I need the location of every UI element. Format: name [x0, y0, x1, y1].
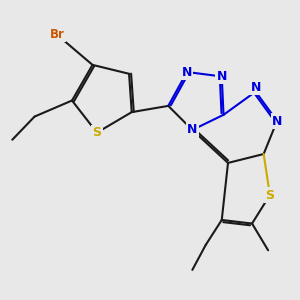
Text: Br: Br: [50, 28, 64, 41]
Text: N: N: [182, 65, 192, 79]
Text: N: N: [187, 123, 197, 136]
Text: N: N: [217, 70, 227, 83]
Text: N: N: [250, 81, 261, 94]
Text: S: S: [266, 188, 274, 202]
Text: N: N: [272, 115, 282, 128]
Text: S: S: [92, 126, 101, 139]
